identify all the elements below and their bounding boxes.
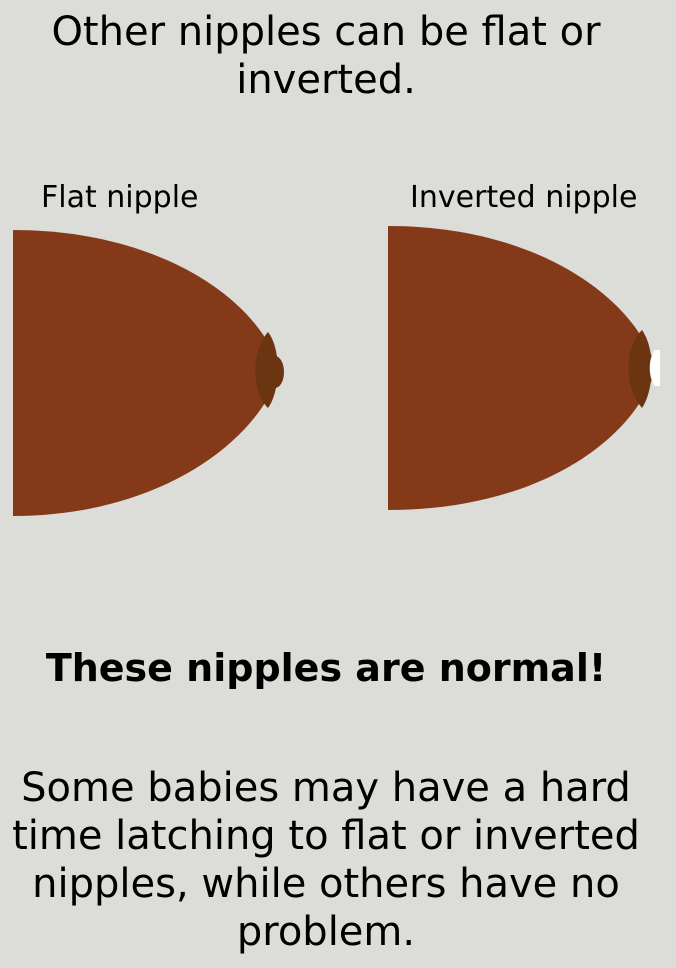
- inverted-areola: [628, 330, 652, 408]
- flat-nipple-tip: [266, 356, 284, 388]
- inverted-nipple-illustration: [388, 226, 660, 510]
- flat-breast-shape: [13, 230, 280, 516]
- flat-nipple-illustration: [13, 230, 284, 516]
- inverted-nipple-tip: [649, 350, 660, 386]
- flat-nipple-label: Flat nipple: [41, 180, 199, 215]
- inverted-breast-shape: [388, 226, 656, 510]
- nipple-diagram: [13, 226, 660, 516]
- headline: Other nipples can be flat or inverted.: [51, 9, 601, 103]
- inverted-nipple-label: Inverted nipple: [410, 180, 638, 215]
- latching-explanation: Some babies may have a hard time latchin…: [12, 765, 640, 955]
- normal-statement: These nipples are normal!: [45, 646, 607, 690]
